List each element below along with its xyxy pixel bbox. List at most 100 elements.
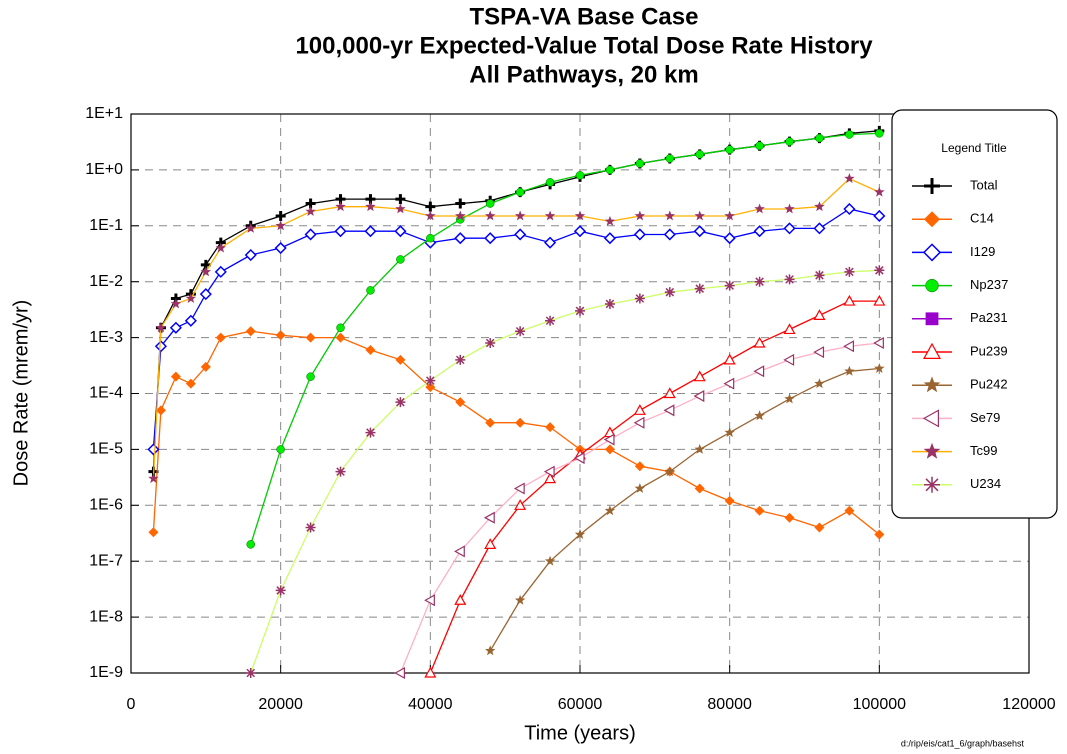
marker <box>923 442 941 459</box>
marker <box>335 201 346 212</box>
series-line <box>399 342 880 674</box>
chart-title: All Pathways, 20 km <box>469 61 698 88</box>
marker <box>922 409 940 428</box>
marker <box>455 354 466 365</box>
marker <box>543 465 555 478</box>
marker <box>724 280 735 291</box>
marker <box>783 222 796 235</box>
marker <box>275 330 286 341</box>
legend-label: Total <box>970 177 998 192</box>
marker <box>515 417 526 428</box>
marker <box>922 243 942 262</box>
chart-title: TSPA-VA Base Case <box>470 3 699 30</box>
marker <box>753 336 766 348</box>
marker <box>365 427 376 438</box>
marker <box>545 422 556 433</box>
marker <box>148 473 159 484</box>
marker <box>544 236 557 249</box>
marker <box>693 370 706 382</box>
marker <box>753 365 765 378</box>
marker <box>275 210 286 221</box>
marker <box>723 377 735 390</box>
marker <box>185 378 196 389</box>
marker <box>366 286 375 295</box>
marker <box>604 505 616 516</box>
marker <box>274 241 287 255</box>
x-tick-label: 20000 <box>258 696 303 713</box>
marker <box>200 361 211 372</box>
marker <box>306 372 315 381</box>
marker <box>335 332 346 343</box>
marker <box>305 332 316 343</box>
marker <box>545 315 556 326</box>
marker <box>513 482 525 495</box>
marker <box>245 668 256 678</box>
marker <box>215 332 226 343</box>
legend-label: Pa231 <box>970 310 1008 325</box>
marker <box>754 505 765 516</box>
y-tick-label: 1E+1 <box>85 105 123 122</box>
legend-label: Pu242 <box>970 377 1008 392</box>
marker <box>605 165 615 175</box>
marker <box>844 266 855 277</box>
marker <box>426 233 435 243</box>
marker <box>633 416 645 429</box>
y-tick-label: 1E-7 <box>89 552 123 569</box>
marker <box>634 210 646 221</box>
marker <box>925 312 939 326</box>
marker <box>874 265 885 276</box>
marker <box>723 353 736 365</box>
y-tick-label: 1E-2 <box>89 273 123 290</box>
marker <box>514 210 526 221</box>
marker <box>814 201 825 212</box>
marker <box>544 472 557 484</box>
marker <box>215 242 226 253</box>
marker <box>603 232 616 245</box>
marker <box>843 294 856 306</box>
legend-label: U234 <box>970 476 1001 491</box>
marker <box>815 133 824 143</box>
marker <box>634 461 645 472</box>
marker <box>844 505 855 516</box>
marker <box>663 387 676 399</box>
x-tick-label: 100000 <box>853 696 906 713</box>
marker <box>395 194 406 205</box>
y-tick-label: 1E-8 <box>89 608 123 625</box>
marker <box>396 255 405 264</box>
marker <box>336 323 345 333</box>
series-line <box>152 330 880 536</box>
marker <box>484 538 497 549</box>
marker <box>843 340 855 353</box>
marker <box>784 512 795 523</box>
marker <box>695 150 704 159</box>
marker <box>754 203 765 214</box>
marker <box>874 363 885 373</box>
series-line <box>429 300 880 674</box>
marker <box>484 232 497 245</box>
marker <box>455 397 466 408</box>
marker <box>664 466 675 477</box>
marker <box>814 270 825 281</box>
marker <box>873 336 884 350</box>
marker <box>485 338 496 349</box>
series-line <box>152 177 880 479</box>
marker <box>147 443 160 456</box>
marker <box>633 228 646 241</box>
marker <box>514 594 526 605</box>
marker <box>305 206 316 216</box>
marker <box>275 585 286 596</box>
marker <box>923 376 941 393</box>
marker <box>214 265 227 278</box>
legend-label: C14 <box>970 211 994 226</box>
marker <box>725 145 734 154</box>
marker <box>575 305 585 316</box>
marker <box>394 225 407 238</box>
marker <box>784 393 795 404</box>
marker <box>573 452 585 465</box>
marker <box>245 326 256 337</box>
x-tick-label: 120000 <box>1002 696 1055 713</box>
marker <box>424 666 437 678</box>
marker <box>873 294 886 306</box>
y-tick-label: 1E-1 <box>89 217 123 234</box>
x-tick-label: 40000 <box>408 696 453 713</box>
